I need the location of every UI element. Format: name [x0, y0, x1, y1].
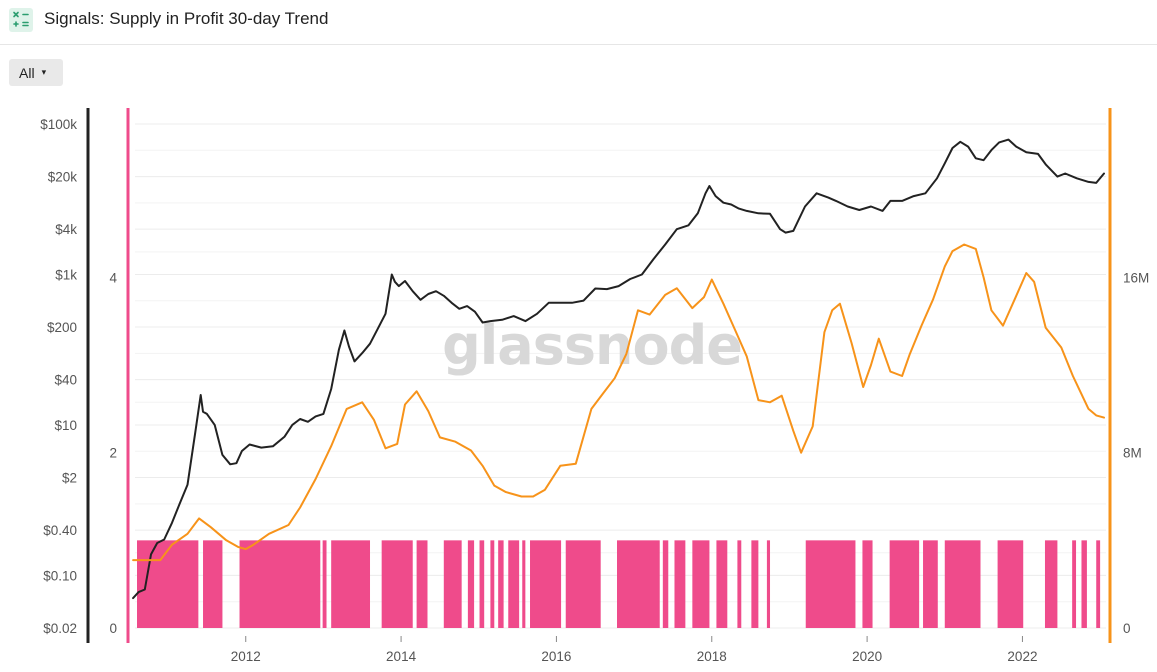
x-tick-label: 2014 — [386, 649, 417, 664]
price-tick-label: $40 — [54, 373, 77, 388]
supply-tick-label: 16M — [1123, 270, 1149, 285]
supply-line — [132, 243, 1105, 562]
signal-bar — [530, 540, 562, 628]
signal-bar — [498, 540, 504, 628]
grid — [135, 123, 1106, 629]
signal-bar — [331, 540, 371, 628]
signal-bar — [322, 540, 327, 628]
axes: $100k $20k $4k $1k $200 $40 $10 $2 $0.40 $0.10 $0.… — [40, 108, 1149, 664]
signal-bar — [674, 540, 686, 628]
x-tick-label: 2020 — [852, 649, 882, 664]
range-dropdown-label: All — [19, 64, 35, 81]
calculator-signal-icon — [9, 8, 33, 32]
signal-bar — [716, 540, 728, 628]
price-tick-label: $20k — [48, 170, 78, 185]
x-tick-label: 2018 — [697, 649, 727, 664]
signal-bar — [508, 540, 520, 628]
x-tick-label: 2016 — [541, 649, 571, 664]
price-tick-label: $200 — [47, 320, 77, 335]
signal-bar — [944, 540, 981, 628]
supply-tick-label: 0 — [1123, 621, 1131, 636]
signal-bar — [862, 540, 873, 628]
signal-bar — [737, 540, 742, 628]
signal-bar — [137, 540, 199, 628]
signal-bar — [889, 540, 920, 628]
signal-bar — [1096, 540, 1101, 628]
signal-tick-label: 0 — [109, 621, 117, 636]
signal-bar — [479, 540, 485, 628]
signal-bar — [1081, 540, 1087, 628]
signal-bars — [137, 540, 1101, 628]
signal-bar — [443, 540, 462, 628]
price-tick-label: $100k — [40, 117, 77, 132]
chevron-down-icon: ▾ — [41, 67, 47, 77]
signal-bar — [416, 540, 428, 628]
page-title: Signals: Supply in Profit 30-day Trend — [44, 9, 329, 28]
signal-bar — [766, 540, 771, 628]
signal-bar — [662, 540, 669, 628]
signal-bar — [381, 540, 413, 628]
price-tick-label: $0.02 — [43, 621, 77, 636]
signal-bar — [490, 540, 495, 628]
signal-bar — [239, 540, 321, 628]
series-lines — [132, 138, 1105, 600]
signal-bar — [617, 540, 660, 628]
watermark: glassnode — [442, 314, 742, 377]
signal-tick-label: 4 — [109, 270, 117, 285]
signal-bar — [1072, 540, 1077, 628]
signal-bar — [522, 540, 526, 628]
signal-bar — [467, 540, 475, 628]
signal-bar — [203, 540, 223, 628]
range-dropdown[interactable]: All ▾ — [9, 59, 63, 86]
signal-bar — [997, 540, 1024, 628]
price-line — [132, 138, 1105, 600]
price-tick-label: $10 — [54, 418, 77, 433]
x-tick-label: 2012 — [231, 649, 261, 664]
signal-tick-label: 2 — [109, 446, 117, 461]
price-tick-label: $2 — [62, 471, 77, 486]
x-tick-label: 2022 — [1007, 649, 1037, 664]
signal-bar — [1044, 540, 1058, 628]
price-tick-label: $1k — [55, 267, 77, 282]
price-tick-label: $0.40 — [43, 523, 77, 538]
signal-bar — [751, 540, 759, 628]
signal-bar — [923, 540, 938, 628]
price-tick-label: $0.10 — [43, 568, 77, 583]
price-tick-label: $4k — [55, 222, 77, 237]
supply-tick-label: 8M — [1123, 446, 1142, 461]
signal-bar — [805, 540, 856, 628]
signal-bar — [692, 540, 710, 628]
signal-bar — [565, 540, 601, 628]
header-bar: Signals: Supply in Profit 30-day Trend — [0, 0, 1157, 45]
